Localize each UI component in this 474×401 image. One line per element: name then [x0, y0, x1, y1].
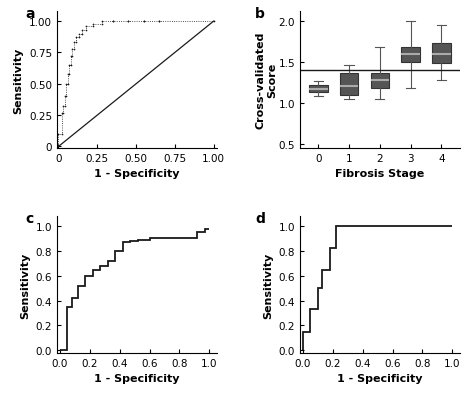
X-axis label: Fibrosis Stage: Fibrosis Stage [335, 169, 424, 179]
Text: c: c [25, 211, 33, 225]
PathPatch shape [401, 48, 420, 63]
Text: a: a [25, 6, 35, 20]
Y-axis label: Sensitivity: Sensitivity [20, 252, 30, 318]
PathPatch shape [371, 74, 389, 89]
X-axis label: 1 - Specificity: 1 - Specificity [337, 373, 423, 383]
Y-axis label: Sensitivity: Sensitivity [13, 47, 23, 113]
Text: d: d [255, 211, 265, 225]
PathPatch shape [432, 44, 451, 64]
PathPatch shape [340, 74, 358, 95]
X-axis label: 1 - Specificity: 1 - Specificity [94, 169, 180, 179]
Y-axis label: Sensitivity: Sensitivity [263, 252, 273, 318]
Text: b: b [255, 6, 265, 20]
X-axis label: 1 - Specificity: 1 - Specificity [94, 373, 180, 383]
Y-axis label: Cross-validated
Score: Cross-validated Score [255, 32, 277, 129]
PathPatch shape [309, 85, 328, 93]
